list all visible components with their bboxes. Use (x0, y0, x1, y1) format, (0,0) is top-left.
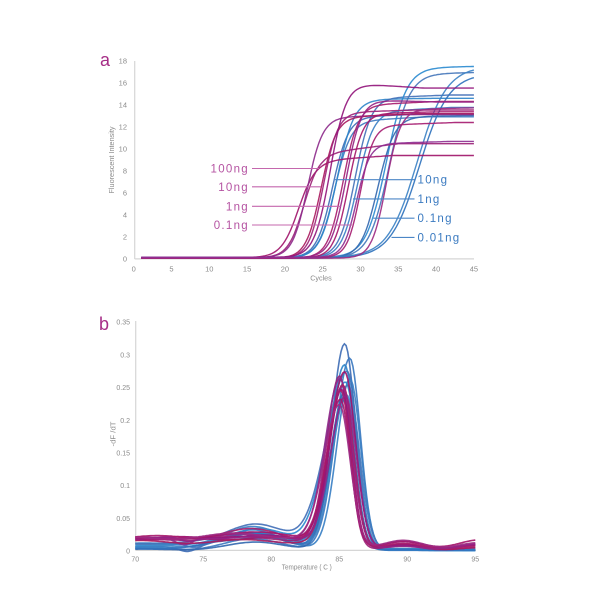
svg-text:a: a (100, 50, 111, 70)
svg-text:0.1ng: 0.1ng (418, 213, 453, 225)
svg-text:16: 16 (119, 79, 127, 88)
svg-text:0.3: 0.3 (120, 352, 130, 359)
svg-text:6: 6 (123, 189, 127, 198)
svg-text:80: 80 (267, 557, 275, 564)
svg-text:1ng: 1ng (418, 194, 441, 206)
svg-text:4: 4 (123, 211, 127, 220)
svg-text:18: 18 (119, 57, 127, 66)
svg-text:0: 0 (132, 264, 136, 273)
svg-text:10ng: 10ng (418, 175, 449, 187)
svg-text:35: 35 (394, 264, 402, 273)
svg-text:45: 45 (470, 264, 478, 273)
svg-text:0.01ng: 0.01ng (418, 232, 461, 244)
svg-text:10ng: 10ng (218, 182, 249, 194)
svg-text:Fluorescent Intensity: Fluorescent Intensity (107, 126, 116, 193)
svg-text:0.05: 0.05 (116, 516, 130, 523)
svg-text:1ng: 1ng (226, 201, 249, 213)
svg-text:0.1ng: 0.1ng (214, 220, 249, 232)
svg-text:0: 0 (126, 549, 130, 556)
svg-text:0: 0 (123, 255, 127, 264)
svg-text:-dF /dT: -dF /dT (111, 421, 118, 447)
svg-text:0.25: 0.25 (116, 385, 130, 392)
svg-text:100ng: 100ng (211, 164, 249, 176)
svg-text:70: 70 (131, 557, 139, 564)
svg-text:2: 2 (123, 233, 127, 242)
svg-text:75: 75 (199, 557, 207, 564)
svg-text:Temperature ( C ): Temperature ( C ) (282, 563, 332, 572)
svg-text:10: 10 (205, 264, 213, 273)
svg-text:Cycles: Cycles (310, 273, 332, 282)
svg-text:0.1: 0.1 (120, 483, 130, 490)
svg-text:85: 85 (335, 557, 343, 564)
svg-text:0.35: 0.35 (116, 320, 130, 327)
svg-text:90: 90 (403, 557, 411, 564)
svg-text:30: 30 (356, 264, 364, 273)
svg-text:15: 15 (243, 264, 251, 273)
svg-text:25: 25 (319, 264, 327, 273)
svg-text:0.2: 0.2 (120, 418, 130, 425)
svg-text:95: 95 (471, 557, 479, 564)
svg-text:14: 14 (119, 101, 127, 110)
svg-text:0.15: 0.15 (116, 451, 130, 458)
svg-text:b: b (99, 314, 109, 334)
svg-text:8: 8 (123, 167, 127, 176)
svg-text:20: 20 (281, 264, 289, 273)
svg-text:12: 12 (119, 123, 127, 132)
svg-text:10: 10 (119, 145, 127, 154)
svg-text:40: 40 (432, 264, 440, 273)
svg-text:5: 5 (169, 264, 173, 273)
